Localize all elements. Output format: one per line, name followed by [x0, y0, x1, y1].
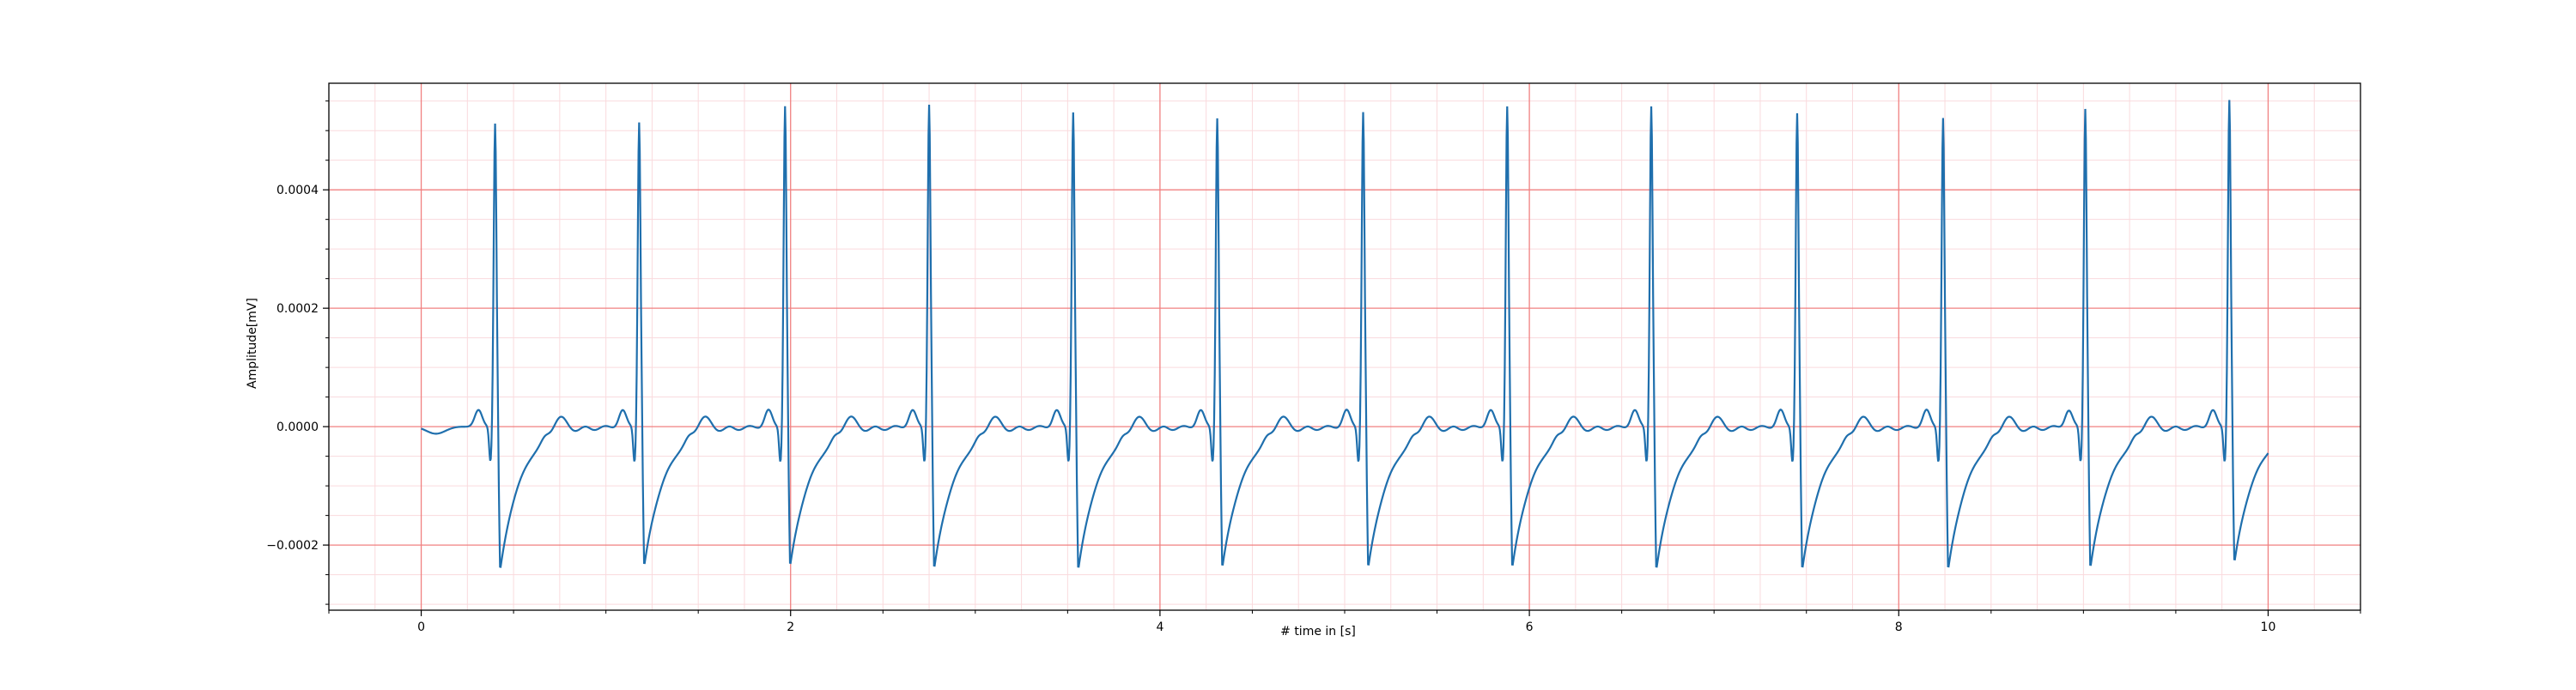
x-tick-label: 6: [1526, 620, 1534, 634]
y-tick-label: 0.0004: [276, 184, 319, 197]
x-tick-label: 4: [1156, 620, 1163, 634]
x-tick-label: 8: [1895, 620, 1903, 634]
major-grid: [329, 83, 2360, 610]
x-tick-label: 0: [417, 620, 425, 634]
ecg-line: [421, 100, 2269, 568]
x-axis-label: # time in [s]: [1280, 625, 1356, 639]
y-tick-label: 0.0002: [276, 302, 319, 316]
minor-grid: [328, 83, 2361, 610]
x-tick-label: 10: [2261, 620, 2276, 634]
y-axis-label: Amplitude[mV]: [246, 298, 259, 389]
x-tick-label: 2: [787, 620, 794, 634]
series-group: [421, 100, 2269, 568]
y-tick-label: −0.0002: [266, 539, 319, 553]
x-axis: 0 2 4 6 8 10: [328, 610, 2361, 634]
y-axis: −0.0002 0.0000 0.0002 0.0004: [266, 100, 329, 605]
y-tick-label: 0.0000: [276, 421, 319, 434]
